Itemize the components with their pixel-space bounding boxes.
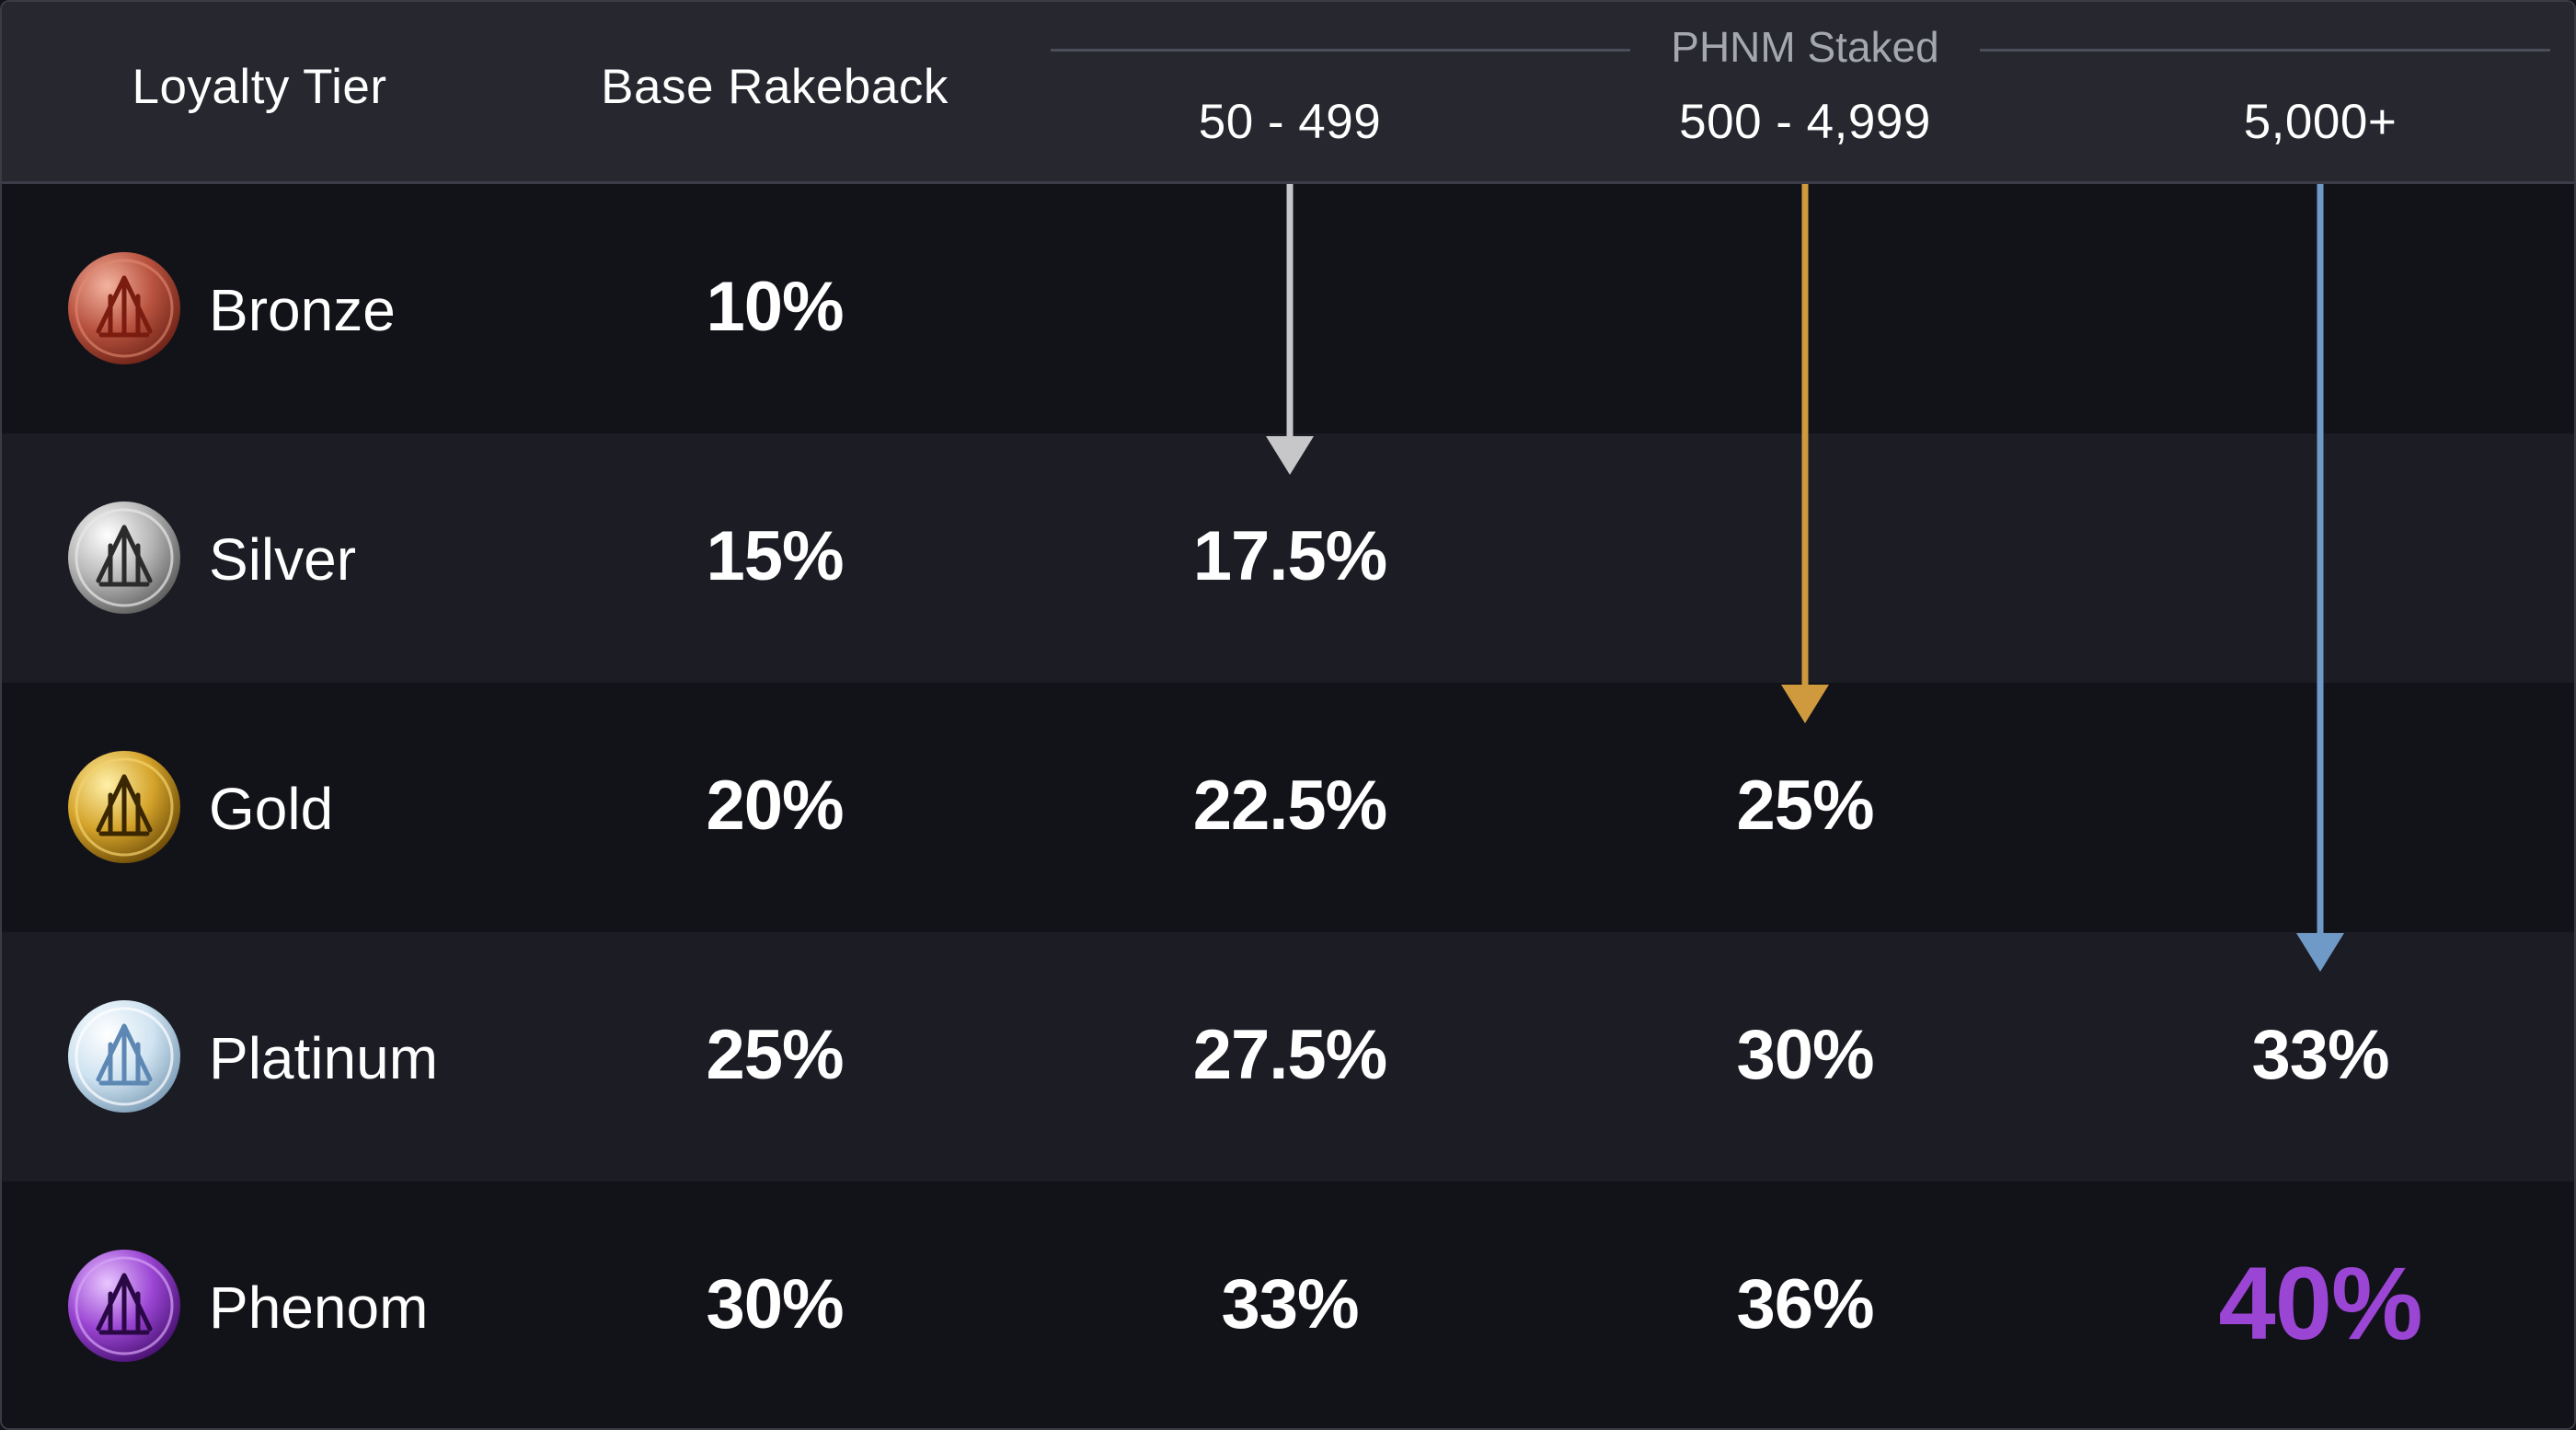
rakeback-50-499-value: 17.5% [1192, 517, 1388, 595]
table-row: Platinum 25% 27.5% 30% 33% [2, 932, 2574, 1182]
rakeback-50-499-value: 33% [1221, 1265, 1359, 1344]
header-range-5000-plus: 5,000+ [2243, 95, 2398, 149]
gold-medal-icon [68, 751, 180, 863]
header-range-500-4999: 500 - 4,999 [1679, 95, 1931, 149]
header-range-50-499: 50 - 499 [1198, 95, 1382, 149]
rakeback-50-499-value: 27.5% [1192, 1016, 1388, 1094]
base-rakeback-value: 10% [706, 268, 844, 346]
tier-name: Phenom [209, 1274, 429, 1341]
base-rakeback-value: 25% [706, 1016, 844, 1094]
tier-name: Platinum [209, 1025, 438, 1091]
bronze-medal-icon [68, 252, 180, 364]
group-divider-left [1051, 49, 1630, 52]
header-base-rakeback: Base Rakeback [601, 60, 949, 114]
rakeback-5000-plus-max-value: 40% [2218, 1246, 2422, 1361]
rakeback-5000-plus-value: 33% [2251, 1016, 2389, 1094]
table-header: Loyalty Tier Base Rakeback PHNM Staked 5… [2, 2, 2574, 184]
table-row: Phenom 30% 33% 36% 40% [2, 1182, 2574, 1428]
table-row: Bronze 10% [2, 184, 2574, 433]
rakeback-500-4999-value: 36% [1736, 1265, 1874, 1344]
tier-name: Silver [209, 526, 357, 593]
table-row: Gold 20% 22.5% 25% [2, 683, 2574, 932]
header-phnm-staked: PHNM Staked [1671, 23, 1939, 71]
table-row: Silver 15% 17.5% [2, 433, 2574, 683]
platinum-medal-icon [68, 1000, 180, 1113]
header-loyalty-tier: Loyalty Tier [132, 60, 387, 114]
phenom-medal-icon [68, 1250, 180, 1362]
base-rakeback-value: 15% [706, 517, 844, 595]
rakeback-500-4999-value: 30% [1736, 1016, 1874, 1094]
rakeback-500-4999-value: 25% [1736, 767, 1874, 845]
silver-medal-icon [68, 502, 180, 614]
base-rakeback-value: 20% [706, 767, 844, 845]
rakeback-50-499-value: 22.5% [1192, 767, 1388, 845]
group-divider-right [1980, 49, 2550, 52]
tier-name: Bronze [209, 277, 396, 343]
tier-name: Gold [209, 776, 334, 842]
base-rakeback-value: 30% [706, 1265, 844, 1344]
